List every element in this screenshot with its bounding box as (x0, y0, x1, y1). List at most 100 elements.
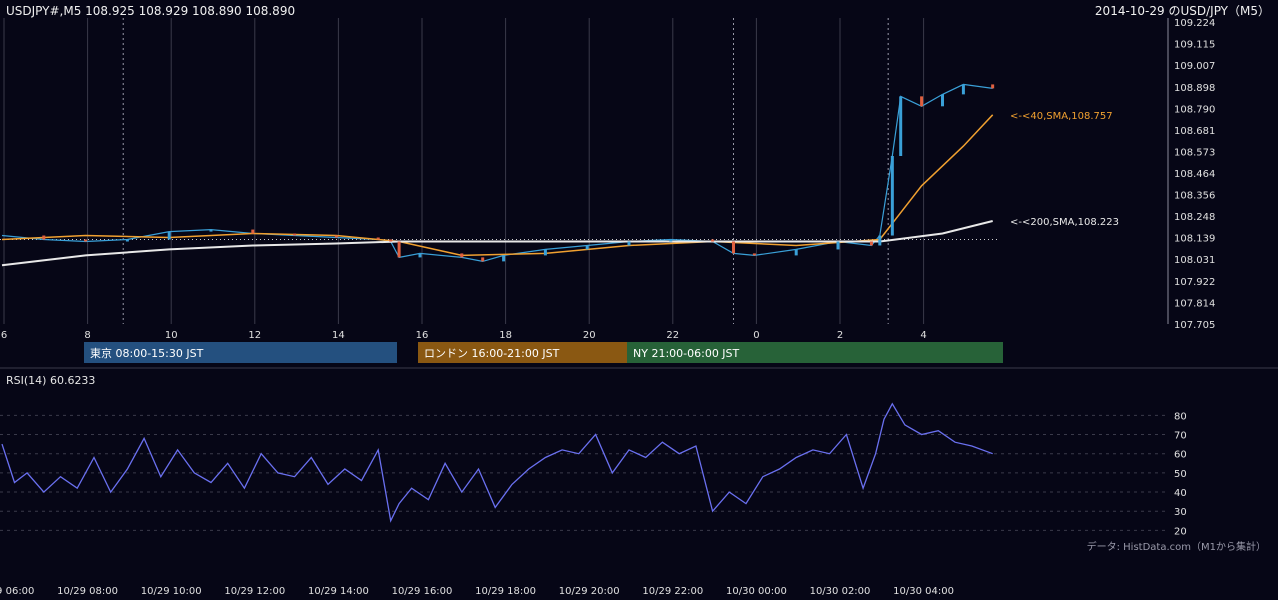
candle (585, 245, 589, 250)
rsi-line (1, 402, 993, 523)
candle (869, 241, 873, 246)
price-tick-label: 108.790 (1174, 104, 1215, 115)
price-tick-label: 107.922 (1174, 277, 1215, 288)
price-tick-label: 107.705 (1174, 320, 1215, 331)
session-label-tokyo: 東京 08:00-15:30 JST (90, 346, 204, 360)
time-tick-label: 10/29 06:00 (0, 586, 34, 597)
candle (836, 241, 840, 250)
price-tick-label: 107.814 (1174, 298, 1215, 309)
rsi-axis-ticks: 80 70 60 50 40 30 20 (1174, 411, 1187, 537)
time-tick-label: 10/29 18:00 (475, 586, 536, 597)
hour-tick-label: 20 (583, 330, 596, 341)
rsi-tick-label: 20 (1174, 526, 1187, 537)
time-tick-label: 10/29 10:00 (141, 586, 202, 597)
rsi-grid (0, 414, 1168, 531)
chart-title: 2014-10-29 のUSD/JPY（M5） (1095, 4, 1270, 18)
symbol-header: USDJPY#,M5 108.925 108.929 108.890 108.8… (6, 4, 295, 18)
time-tick-label: 10/29 08:00 (57, 586, 118, 597)
sma200-label: <-<200,SMA,108.223 (1010, 217, 1119, 228)
rsi-tick-label: 50 (1174, 469, 1187, 480)
rsi-tick-label: 70 (1174, 431, 1187, 442)
time-axis-ticks: 10/29 06:00 10/29 08:00 10/29 10:00 10/29 1… (0, 586, 954, 597)
price-tick-label: 108.898 (1174, 83, 1215, 94)
price-grid (0, 18, 1000, 324)
candle (481, 257, 485, 262)
series-line-close (1, 83, 993, 263)
session-bar-tokyo (84, 342, 397, 363)
rsi-tick-label: 80 (1174, 411, 1187, 422)
hour-tick-label: 0 (753, 330, 759, 341)
time-tick-label: 10/29 14:00 (308, 586, 369, 597)
rsi-tick-label: 30 (1174, 507, 1187, 518)
price-tick-label: 108.139 (1174, 234, 1215, 245)
candle (42, 235, 46, 240)
time-tick-label: 10/29 22:00 (642, 586, 703, 597)
candle (251, 229, 255, 234)
candle (293, 233, 297, 236)
hour-tick-label: 14 (332, 330, 345, 341)
candle (991, 84, 995, 89)
hour-tick-label: 6 (1, 330, 7, 341)
candle (125, 239, 129, 242)
time-tick-label: 10/30 04:00 (893, 586, 954, 597)
time-tick-label: 10/29 20:00 (559, 586, 620, 597)
session-bar-newyork (627, 342, 1003, 363)
data-source: データ: HistData.com（M1から集計） (1087, 540, 1266, 553)
hour-tick-label: 16 (416, 330, 429, 341)
candle (334, 235, 338, 238)
session-label-newyork: NY 21:00-06:00 JST (633, 347, 740, 360)
candle (502, 255, 506, 262)
candle (627, 241, 631, 246)
hour-tick-label: 4 (920, 330, 926, 341)
price-tick-label: 108.356 (1174, 191, 1215, 202)
candle (878, 235, 882, 246)
hour-tick-label: 22 (666, 330, 679, 341)
price-tick-label: 109.224 (1174, 18, 1215, 29)
candle (961, 84, 965, 95)
hour-tick-label: 12 (248, 330, 261, 341)
price-tick-label: 108.248 (1174, 212, 1215, 223)
price-axis-ticks: 109.224 109.115 109.007 108.898 108.790 108.6… (1174, 18, 1215, 331)
price-tick-label: 108.031 (1174, 255, 1215, 266)
hour-tick-label: 2 (837, 330, 843, 341)
candle (460, 253, 464, 258)
time-tick-label: 10/30 02:00 (810, 586, 871, 597)
candle (209, 229, 213, 232)
price-tick-label: 109.115 (1174, 40, 1215, 51)
candle (389, 239, 393, 242)
candle (711, 239, 715, 242)
candle (669, 239, 673, 242)
price-tick-label: 109.007 (1174, 61, 1215, 72)
price-tick-label: 108.681 (1174, 126, 1215, 137)
price-series (1, 83, 995, 267)
hour-axis-ticks: 6 8 10 12 14 16 18 20 22 0 2 4 (1, 330, 927, 341)
candle (752, 253, 756, 256)
candle (167, 231, 171, 240)
candle (794, 249, 798, 256)
rsi-tick-label: 40 (1174, 488, 1187, 499)
candle (732, 241, 735, 254)
session-bar-london (418, 342, 627, 363)
session-label-london: ロンドン 16:00-21:00 JST (424, 347, 560, 360)
candle (397, 241, 401, 258)
time-tick-label: 10/29 16:00 (392, 586, 453, 597)
candle (941, 94, 944, 107)
candle (920, 96, 924, 107)
price-tick-label: 108.464 (1174, 169, 1215, 180)
candle (418, 253, 422, 258)
time-tick-label: 10/30 00:00 (726, 586, 787, 597)
hour-tick-label: 8 (84, 330, 90, 341)
sma40-label: <-<40,SMA,108.757 (1010, 111, 1113, 122)
time-tick-label: 10/29 12:00 (224, 586, 285, 597)
candle (890, 156, 894, 236)
hour-tick-label: 18 (499, 330, 512, 341)
candle (84, 239, 88, 242)
rsi-series (1, 402, 993, 523)
price-tick-label: 108.573 (1174, 147, 1215, 158)
candle (543, 249, 547, 256)
rsi-label: RSI(14) 60.6233 (6, 374, 95, 387)
rsi-tick-label: 60 (1174, 450, 1187, 461)
candle (899, 96, 903, 157)
